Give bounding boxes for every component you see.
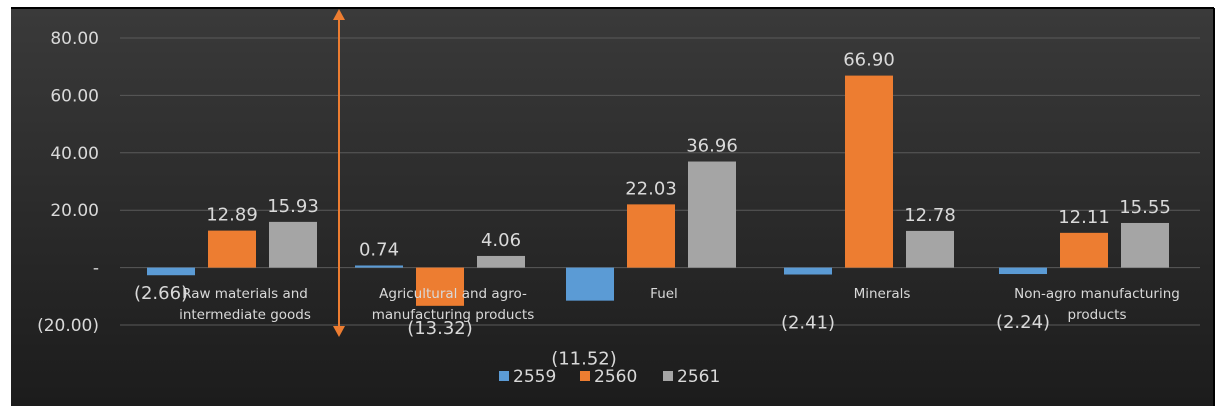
data-label: 0.74 bbox=[359, 239, 399, 260]
y-tick-label: 60.00 bbox=[50, 86, 99, 106]
y-tick-label: 20.00 bbox=[50, 201, 99, 221]
bar-2561 bbox=[269, 221, 317, 268]
bar-2559 bbox=[784, 267, 832, 275]
legend-swatch-2559 bbox=[499, 371, 509, 381]
category-label: Non-agro manufacturing bbox=[1014, 286, 1180, 302]
data-label: (2.41) bbox=[781, 313, 835, 334]
bar-2559 bbox=[999, 267, 1047, 275]
data-label: 15.93 bbox=[267, 196, 319, 217]
bar-2560 bbox=[208, 230, 256, 268]
data-label: 66.90 bbox=[843, 50, 895, 71]
data-label: 12.11 bbox=[1058, 207, 1110, 228]
legend-label: 2559 bbox=[513, 367, 556, 387]
category-label: products bbox=[1068, 307, 1127, 323]
bar-2560 bbox=[416, 267, 464, 306]
category-label: Agricultural and agro- bbox=[379, 286, 527, 302]
category-label: Fuel bbox=[650, 286, 678, 302]
legend-swatch-2561 bbox=[663, 371, 673, 381]
bar-2560 bbox=[1060, 232, 1108, 268]
bar-2560 bbox=[627, 204, 675, 268]
y-tick-label: (20.00) bbox=[37, 316, 99, 336]
bar-2561 bbox=[688, 161, 736, 268]
data-label: 22.03 bbox=[625, 178, 677, 199]
data-label: 4.06 bbox=[481, 230, 521, 251]
category-label: Minerals bbox=[854, 286, 911, 302]
bar-2561 bbox=[477, 255, 525, 268]
category-label: intermediate goods bbox=[179, 307, 311, 323]
bar-2559 bbox=[147, 267, 195, 276]
legend-swatch-2560 bbox=[580, 371, 590, 381]
bar-2559 bbox=[566, 267, 614, 301]
y-tick-label: - bbox=[93, 259, 99, 279]
bar-2559 bbox=[355, 265, 403, 268]
y-tick-label: 40.00 bbox=[50, 144, 99, 164]
data-label: (11.52) bbox=[551, 349, 617, 370]
legend-label: 2560 bbox=[594, 367, 637, 387]
data-label: 12.78 bbox=[904, 205, 956, 226]
category-label: Raw materials and bbox=[182, 286, 308, 302]
chart-background bbox=[11, 8, 1214, 406]
data-label: (13.32) bbox=[407, 318, 473, 339]
data-label: (2.66) bbox=[134, 283, 188, 304]
bar-2561 bbox=[906, 230, 954, 268]
legend-label: 2561 bbox=[677, 367, 720, 387]
data-label: 15.55 bbox=[1119, 197, 1171, 218]
data-label: 36.96 bbox=[686, 136, 738, 157]
data-label: 12.89 bbox=[206, 205, 258, 226]
arrow-down-icon bbox=[333, 326, 345, 337]
arrow-up-icon bbox=[333, 9, 345, 20]
data-label: (2.24) bbox=[996, 312, 1050, 333]
bar-2561 bbox=[1121, 222, 1169, 268]
y-tick-label: 80.00 bbox=[50, 29, 99, 49]
category-label: manufacturing products bbox=[372, 307, 535, 323]
bar-2560 bbox=[845, 75, 893, 268]
